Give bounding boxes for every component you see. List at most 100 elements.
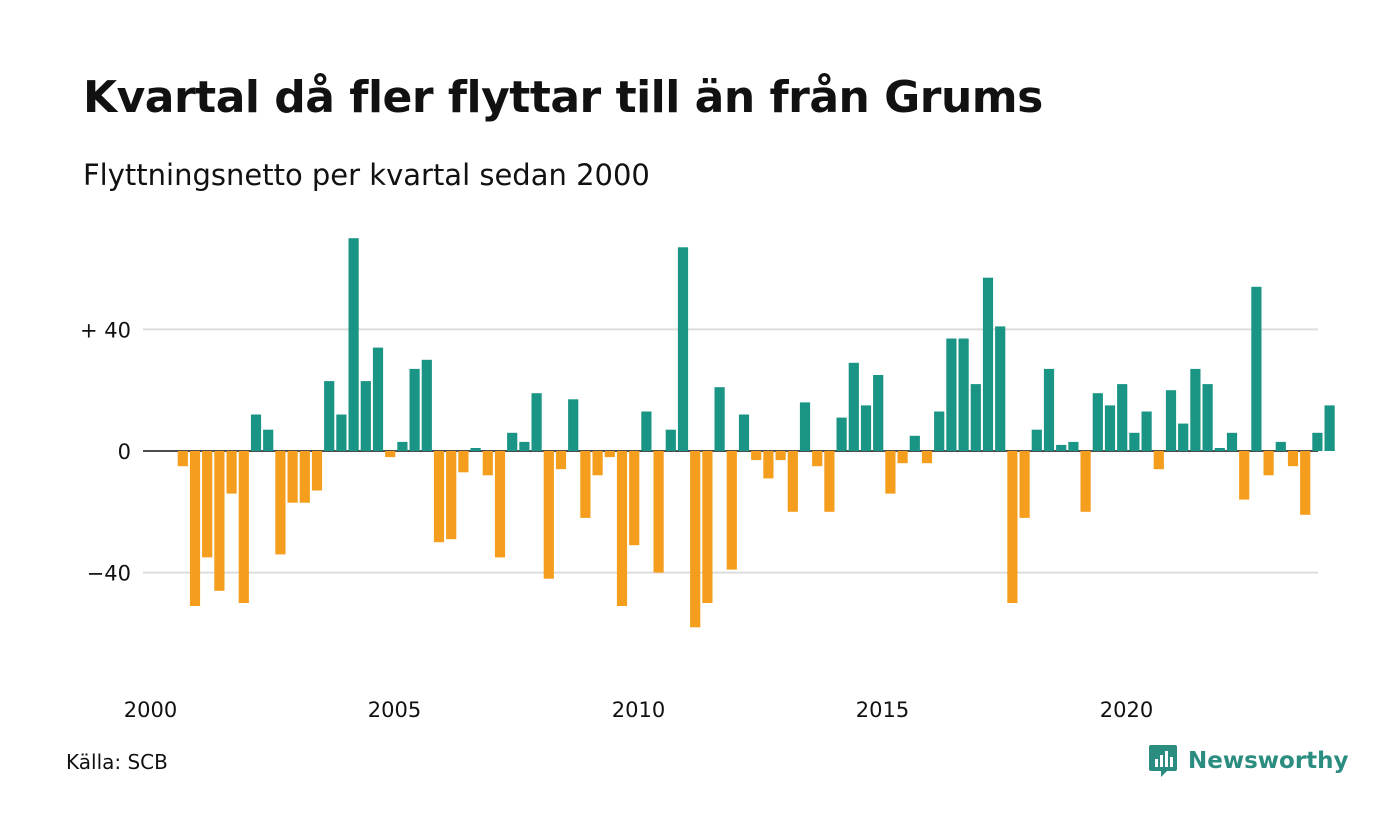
bar [446,451,457,540]
bar [1007,451,1018,603]
bar [1153,451,1164,470]
bar [543,451,554,579]
bar [1263,451,1274,476]
bar [848,362,859,451]
bar [1031,429,1042,451]
x-tick-label: 2015 [856,698,909,722]
bar [458,451,469,473]
bar [946,338,957,451]
bar [1312,432,1323,451]
bar [189,451,201,606]
bar [238,451,249,603]
bar [995,326,1006,451]
brand-name: Newsworthy [1188,748,1349,774]
bar [873,375,884,451]
bar [1056,444,1067,451]
bar [775,451,786,461]
bar [860,405,872,451]
bar [494,451,506,558]
bar [1190,368,1201,451]
bar [958,338,969,451]
y-tick-label: −40 [87,562,131,586]
bar [1287,451,1299,467]
bar [751,451,762,461]
bar [909,435,920,451]
bar [421,359,432,451]
bar [1141,411,1152,451]
bar [580,451,591,518]
bar [177,451,188,467]
source-note: Källa: SCB [66,750,168,774]
bar [531,393,542,451]
bar [641,411,652,451]
bar [507,432,518,451]
bar [372,347,384,451]
bar [897,451,908,464]
x-tick-label: 2000 [124,698,177,722]
bar [409,368,420,451]
bar [690,451,701,628]
bar [1068,441,1079,451]
bar [824,451,835,512]
bar [604,451,615,458]
bar [1117,384,1128,451]
bar [348,238,359,451]
bar [885,451,896,494]
bar [1202,384,1213,451]
bar [336,414,347,451]
bar [714,387,725,451]
bar [1239,451,1250,500]
bar [250,414,262,451]
bar [1019,451,1030,518]
chart-subtitle: Flyttningsnetto per kvartal sedan 2000 [83,158,650,192]
bar [299,451,310,503]
bar [970,384,981,451]
bar [1104,405,1116,451]
bar [921,451,933,464]
bar [1178,423,1189,451]
bar [1324,405,1335,451]
x-tick-label: 2005 [368,698,421,722]
bar [1300,451,1311,515]
bar [202,451,213,558]
bar [702,451,713,603]
bar [653,451,664,573]
bar [726,451,737,570]
bar [311,451,323,491]
brand-logo: Newsworthy [1148,744,1349,778]
x-tick-label: 2010 [612,698,665,722]
bar [433,451,445,543]
bar [263,429,274,451]
y-tick-label: + 40 [80,318,131,342]
bar [799,402,811,451]
bar [812,451,823,467]
bar [568,399,579,451]
bar [629,451,640,546]
bar [482,451,493,476]
bar [1226,432,1238,451]
bar [555,451,567,470]
bar [275,451,286,555]
bar [226,451,237,494]
x-tick-label: 2020 [1100,698,1153,722]
bar [787,451,798,512]
bar [385,451,396,458]
bar [982,277,994,451]
bar [738,414,750,451]
bar [836,417,847,451]
bar [1092,393,1103,451]
bar [1275,441,1286,451]
bar [324,381,335,451]
bar [763,451,774,479]
bar [470,448,481,451]
bar [677,247,689,451]
bar [934,411,945,451]
bar [1043,368,1055,451]
bar [1214,448,1225,451]
bar [1251,286,1262,451]
bar [665,429,676,451]
bar [519,441,530,451]
bar [592,451,603,476]
bar [360,381,371,451]
